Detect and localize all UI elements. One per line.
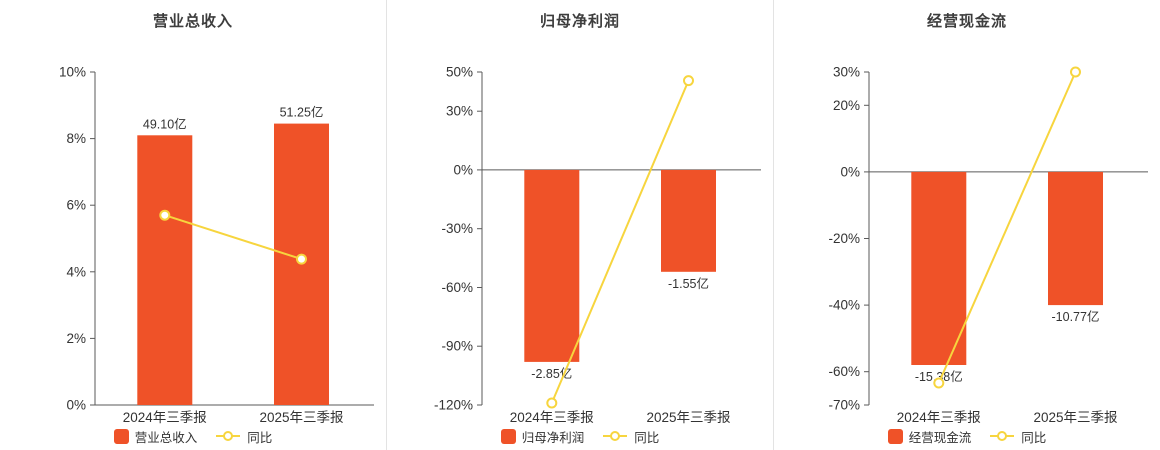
bar-swatch-icon [113, 428, 129, 444]
line-marker [933, 377, 945, 389]
bar-value-label: 49.10亿 [143, 116, 187, 131]
y-tick-label: 30% [833, 65, 860, 80]
y-tick-label: 0% [66, 398, 86, 413]
y-tick-label: -120% [434, 398, 473, 413]
chart-title-revenue: 营业总收入 [152, 13, 233, 30]
legend-item-net-profit-bar[interactable]: 归母净利润 [500, 427, 585, 446]
legend-item-revenue-yoy[interactable]: 同比 [215, 427, 272, 446]
legend-item-cash-flow-bar[interactable]: 经营现金流 [887, 427, 972, 446]
legend-cash-flow: 经营现金流 同比 [774, 427, 1160, 445]
cash-flow-chart: 30% 20% 0% -20% -40% -60% -70% -15.38亿 -10.77亿 20… [828, 65, 1148, 425]
x-category-label: 2024年三季报 [123, 410, 207, 425]
bar-value-label: -15.38亿 [915, 369, 963, 384]
bar [524, 169, 580, 362]
y-tick-label: 8% [66, 131, 86, 146]
line-marker-icon [215, 429, 241, 443]
y-tick-label: 4% [66, 264, 86, 279]
chart-title-net-profit: 归母净利润 [539, 13, 620, 30]
x-category-label: 2025年三季报 [259, 410, 343, 425]
line-marker [296, 253, 307, 265]
legend-label-cash-flow: 经营现金流 [908, 430, 972, 445]
legend-label-yoy: 同比 [634, 430, 660, 445]
y-tick-label: -60% [441, 280, 473, 295]
y-tick-label: 10% [59, 65, 86, 80]
legend-revenue: 营业总收入 同比 [0, 427, 386, 445]
bar [1048, 171, 1103, 306]
legend-net-profit: 归母净利润 同比 [387, 427, 773, 445]
trend-line [164, 214, 302, 261]
net-profit-chart: 50%30%0%-30%-60%-90%-120%-2.85亿-1.55亿202… [434, 65, 761, 425]
y-tick-label: 50% [446, 65, 473, 80]
y-tick-label: 0% [453, 162, 473, 177]
legend-label-yoy: 同比 [1021, 430, 1047, 445]
line-marker-icon [989, 429, 1015, 443]
y-tick-label: -60% [828, 364, 860, 379]
legend-label-yoy: 同比 [247, 430, 273, 445]
bar-swatch-icon [500, 428, 516, 444]
line-marker-icon [602, 429, 628, 443]
chart-panel-revenue: 营业总收入 10% 8% 6% 4% 2% 0% 49.10亿 51.25亿 2024年三季报 2… [0, 0, 386, 450]
line-marker [683, 75, 694, 87]
bar-value-label: 51.25亿 [280, 105, 324, 120]
chart-title-cash-flow: 经营现金流 [926, 13, 1007, 30]
legend-item-cash-flow-yoy[interactable]: 同比 [989, 427, 1046, 446]
bar-value-label: -10.77亿 [1052, 309, 1100, 324]
panel-divider [773, 0, 774, 450]
bar [911, 171, 967, 365]
x-category-label: 2025年三季报 [646, 410, 730, 425]
y-tick-label: 30% [446, 104, 473, 119]
trend-line [937, 71, 1077, 384]
chart-panel-cash-flow: 经营现金流 30% 20% 0% -20% -40% -60% -70% -15.38亿 -10… [774, 0, 1160, 450]
y-tick-label: -30% [441, 221, 473, 236]
bar [137, 135, 193, 406]
y-tick-label: 6% [66, 198, 86, 213]
legend-item-net-profit-yoy[interactable]: 同比 [602, 427, 659, 446]
bar-swatch-icon [887, 428, 903, 444]
revenue-chart: 10% 8% 6% 4% 2% 0% 49.10亿 51.25亿 2024年三季报 2025年三季… [59, 65, 374, 425]
y-tick-label: 2% [66, 331, 86, 346]
line-marker [546, 397, 558, 409]
y-tick-label: -40% [828, 298, 860, 313]
legend-label-net-profit: 归母净利润 [521, 430, 585, 445]
legend-item-revenue-bar[interactable]: 营业总收入 [113, 427, 198, 446]
panel-divider [386, 0, 387, 450]
bar [661, 169, 716, 272]
bar-value-label: -1.55亿 [668, 276, 709, 291]
legend-label-revenue: 营业总收入 [134, 430, 198, 445]
line-marker [1070, 66, 1081, 78]
y-tick-label: 0% [840, 164, 860, 179]
x-category-label: 2024年三季报 [897, 410, 981, 425]
x-category-label: 2024年三季报 [510, 410, 594, 425]
y-tick-label: -90% [441, 339, 473, 354]
y-tick-label: -20% [828, 231, 860, 246]
x-category-label: 2025年三季报 [1033, 410, 1117, 425]
y-tick-label: -70% [828, 398, 860, 413]
chart-panel-net-profit: 归母净利润 50% 30% 0% -30% -60% -90% -120% -2.85亿 -1.… [387, 0, 773, 450]
y-tick-label: 20% [833, 98, 860, 113]
line-marker [159, 209, 171, 221]
trend-line [550, 80, 690, 404]
